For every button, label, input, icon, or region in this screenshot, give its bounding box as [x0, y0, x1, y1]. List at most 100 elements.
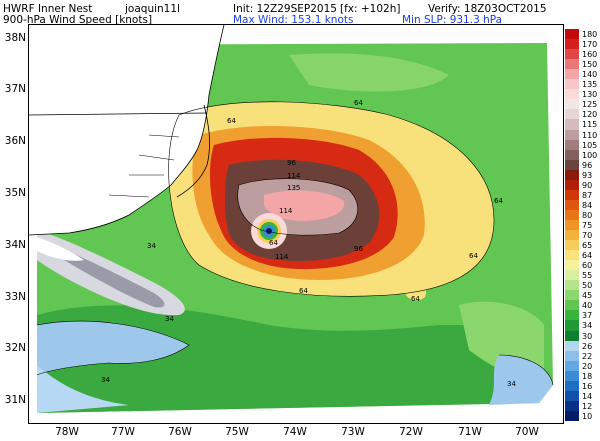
min-slp: Min SLP: 931.3 hPa: [402, 14, 503, 26]
contour-label: 96: [287, 159, 296, 167]
storm-name: joaquin11l: [125, 3, 180, 15]
colorbar-label: 105: [582, 140, 598, 150]
blue-region-sw: [37, 365, 129, 413]
contour-34-south: [36, 320, 190, 376]
colorbar-cell: [565, 29, 579, 40]
colorbar-label: 115: [582, 120, 598, 130]
colorbar-cell: [565, 49, 579, 60]
colorbar-cell: [565, 290, 579, 301]
blue-region-south: [37, 321, 189, 375]
colorbar-cell: [565, 179, 579, 191]
contour-label: 64: [411, 295, 420, 303]
land-mainland: [29, 25, 224, 235]
colorbar-cell: [565, 159, 579, 171]
verify-time: Verify: 18Z03OCT2015: [428, 3, 547, 15]
colorbar-cell: [565, 139, 579, 151]
colorbar-cell: [565, 119, 579, 130]
colorbar-label: 55: [582, 271, 593, 281]
colorbar-cell: [565, 280, 579, 291]
colorbar-cell: [565, 129, 579, 141]
colorbar-cell: [565, 240, 579, 251]
colorbar-cell: [565, 320, 579, 332]
colorbar-label: 60: [582, 261, 593, 271]
colorbar-label: 125: [582, 100, 598, 110]
lon-label: 73W: [341, 426, 365, 438]
init-time: Init: 12Z29SEP2015: [233, 3, 337, 15]
contour-label: 114: [279, 207, 293, 215]
colorbar-label: 160: [582, 50, 598, 60]
colorbar-cell: [565, 390, 579, 402]
lat-label: 31N: [4, 394, 26, 406]
colorbar-label: 40: [582, 301, 593, 311]
colorbar-label: 64: [582, 251, 593, 261]
colorbar-label: 12: [582, 401, 593, 411]
colorbar-cell: [565, 209, 579, 221]
colorbar-label: 16: [582, 381, 593, 391]
colorbar-cell: [565, 270, 579, 281]
colorbar-label: 70: [582, 231, 593, 241]
colorbar-cell: [565, 169, 579, 181]
lat-label: 34N: [4, 239, 26, 251]
colorbar-label: 20: [582, 361, 593, 371]
green-patch-east: [459, 301, 544, 376]
colorbar-label: 110: [582, 130, 598, 140]
wind-speed-map: 64 64 64 64 64 96 114 135 114 64 114 96 34 34 34 64 34: [28, 24, 554, 413]
contour-label: 64: [469, 252, 478, 260]
lon-label: 70W: [515, 426, 539, 438]
lat-label: 32N: [4, 342, 26, 354]
colorbar-label: 65: [582, 241, 593, 251]
state-line: [28, 112, 208, 116]
colorbar-label: 93: [582, 170, 593, 180]
colorbar-label: 135: [582, 80, 598, 90]
contour-label: 64: [269, 239, 278, 247]
colorbar-cell: [565, 99, 579, 110]
colorbar-cell: [565, 59, 579, 70]
max-wind: Max Wind: 153.1 knots: [233, 14, 354, 26]
green-band-south: [37, 305, 540, 413]
colorbar-cell: [565, 230, 579, 241]
colorbar-label: 10: [582, 411, 593, 421]
contour-label: 96: [354, 245, 363, 253]
lat-label: 35N: [4, 187, 26, 199]
green-patch-north: [289, 53, 449, 92]
coastline: [28, 24, 225, 236]
colorbar-cell: [565, 330, 579, 342]
colorbar-label: 18: [582, 371, 593, 381]
contour-label: 64: [227, 117, 236, 125]
colorbar-label: 45: [582, 291, 593, 301]
colorbar-cell: [565, 69, 579, 80]
lon-label: 72W: [399, 426, 423, 438]
ring-135-pink: [264, 190, 345, 221]
colorbar-cell: [565, 350, 579, 362]
contour-labels: 64 64 64 64 64 96 114 135 114 64 114 96 34 34 34 64 34: [101, 99, 516, 388]
colorbar-cell: [565, 300, 579, 311]
contour-label: 34: [147, 242, 156, 250]
colorbar-cell: [565, 109, 579, 120]
lon-label: 75W: [225, 426, 249, 438]
lon-label: 77W: [111, 426, 135, 438]
lon-label: 74W: [283, 426, 307, 438]
contour-label: 34: [101, 376, 110, 384]
colorbar-label: 87: [582, 190, 593, 200]
colorbar-label: 30: [582, 331, 593, 341]
colorbar-cell: [565, 400, 579, 412]
colorbar-label: 14: [582, 391, 593, 401]
colorbar-cell: [565, 410, 579, 422]
colorbar-label: 90: [582, 180, 593, 190]
sound-lines: [108, 134, 180, 198]
colorbar-label: 130: [582, 90, 598, 100]
map-frame: 64 64 64 64 64 96 114 135 114 64 114 96 34 34 34 64 34: [28, 24, 564, 424]
colorbar-label: 37: [582, 311, 593, 321]
colorbar-label: 50: [582, 281, 593, 291]
colorbar-cell: [565, 360, 579, 372]
eye-center: [266, 228, 272, 234]
field-title: 900-hPa Wind Speed [knots]: [3, 14, 153, 26]
lon-label: 76W: [168, 426, 192, 438]
colorbar-label: 120: [582, 110, 598, 120]
colorbar-label: 150: [582, 60, 598, 70]
forecast-hour: [fx: +102h]: [340, 3, 401, 15]
colorbar-label: 84: [582, 200, 593, 210]
colorbar-cell: [565, 189, 579, 201]
lat-label: 33N: [4, 291, 26, 303]
colorbar-label: 80: [582, 210, 593, 220]
